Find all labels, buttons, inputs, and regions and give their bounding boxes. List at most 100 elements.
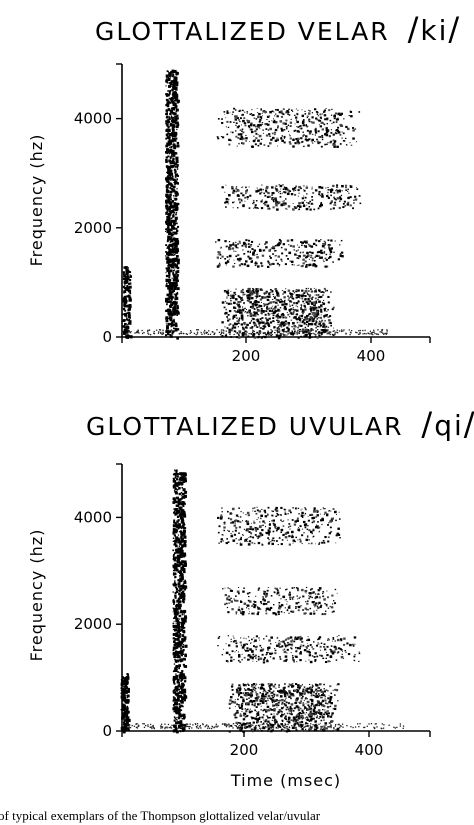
burst-dot — [172, 477, 175, 480]
formant-dot — [314, 306, 316, 308]
formant-dot — [235, 186, 238, 188]
formant-dot — [232, 243, 235, 246]
burst-dot — [176, 527, 178, 529]
burst-dot — [123, 711, 127, 715]
formant-dot — [286, 239, 290, 242]
phoneme-slash: / — [421, 405, 435, 443]
formant-dot — [249, 689, 252, 692]
burst-dot — [180, 688, 183, 690]
formant-dot — [251, 326, 254, 328]
burst-dot — [174, 500, 178, 504]
formant-dot — [280, 258, 283, 261]
burst-dot — [125, 280, 127, 282]
burst-dot — [172, 703, 175, 706]
burst-dot — [166, 226, 170, 229]
burst-dot — [178, 608, 180, 610]
burst-dot — [173, 552, 176, 555]
noise-dot — [170, 726, 172, 728]
formant-dot — [292, 308, 295, 311]
burst-dot — [177, 725, 181, 728]
formant-dot — [235, 135, 238, 138]
burst-dot — [176, 697, 180, 701]
noise-dot — [212, 331, 214, 333]
formant-dot — [240, 192, 243, 195]
burst-dot — [172, 307, 175, 310]
formant-dot — [284, 248, 287, 251]
burst-dot — [175, 282, 177, 284]
formant-dot — [299, 685, 302, 687]
burst-dot — [167, 126, 170, 129]
formant-dot — [229, 297, 232, 300]
burst-dot — [124, 728, 127, 731]
formant-dot — [282, 188, 285, 190]
noise-dot — [304, 725, 307, 728]
formant-dot — [331, 712, 333, 715]
burst-dot — [123, 690, 128, 694]
formant-dot — [281, 314, 283, 317]
burst-dot — [172, 111, 175, 115]
formant-dot — [330, 200, 333, 203]
burst-dot — [170, 313, 174, 317]
formant-dot — [299, 317, 302, 320]
burst-dot — [128, 294, 130, 296]
formant-dot — [267, 699, 269, 702]
formant-dot — [217, 238, 221, 242]
formant-dot — [281, 259, 283, 261]
formant-dot — [232, 191, 235, 194]
burst-dot — [167, 197, 171, 201]
formant-dot — [278, 264, 281, 266]
burst-dot — [167, 308, 171, 312]
formant-band-f1 — [221, 287, 335, 340]
burst-dot — [174, 86, 178, 90]
formant-dot — [329, 249, 332, 252]
burst-dot — [183, 658, 186, 661]
formant-dot — [285, 316, 288, 319]
burst-dot — [181, 597, 183, 599]
formant-dot — [299, 206, 301, 208]
formant-dot — [268, 115, 271, 117]
burst-dot — [170, 228, 172, 230]
formant-dot — [238, 689, 242, 692]
burst-dot — [175, 125, 179, 129]
burst-dot — [177, 488, 179, 490]
formant-dot — [326, 265, 329, 268]
x-tick-label: 400 — [355, 741, 384, 759]
burst-dot — [121, 689, 125, 693]
noise-dot — [147, 725, 149, 728]
noise-dot — [197, 727, 200, 729]
burst-dot — [182, 568, 186, 572]
formant-dot — [244, 333, 248, 336]
burst-dot — [174, 591, 177, 595]
noise-dot — [207, 333, 209, 335]
noise-dot — [225, 333, 227, 336]
burst-dot — [121, 692, 124, 696]
formant-dot — [243, 712, 247, 716]
formant-dot — [277, 243, 280, 247]
noise-dot — [153, 727, 155, 730]
burst-dot — [171, 100, 175, 104]
formant-dot — [220, 246, 222, 248]
formant-dot — [241, 310, 244, 312]
formant-dot — [280, 110, 283, 113]
formant-dot — [305, 135, 308, 138]
x-axis-label: Time (msec) — [230, 771, 341, 790]
formant-dot — [304, 290, 308, 293]
formant-dot — [332, 207, 335, 210]
formant-dot — [338, 206, 341, 209]
formant-dot — [345, 144, 348, 146]
burst-dot — [183, 717, 186, 720]
burst-dot — [124, 266, 128, 270]
formant-dot — [294, 114, 296, 116]
burst-dot — [179, 686, 183, 689]
formant-dot — [245, 186, 247, 189]
burst-dot — [126, 689, 130, 693]
formant-dot — [243, 122, 247, 125]
burst-dot — [180, 474, 183, 476]
burst-dot — [169, 187, 172, 189]
burst-dot — [177, 624, 180, 626]
burst-dot — [173, 190, 175, 193]
formant-dot — [266, 265, 270, 268]
formant-dot — [317, 119, 320, 122]
formant-dot — [295, 313, 299, 316]
formant-dot — [243, 688, 246, 690]
